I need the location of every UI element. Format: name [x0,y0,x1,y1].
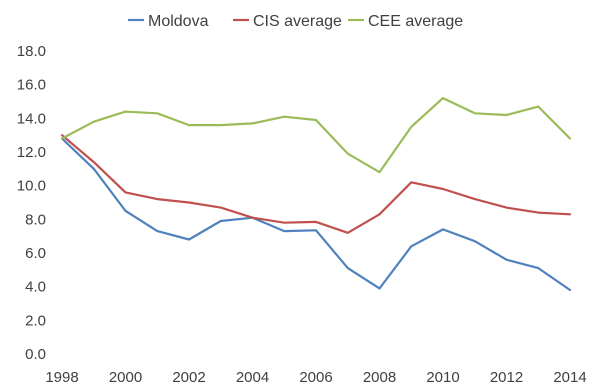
y-tick-label: 14.0 [17,110,46,127]
x-tick-label: 2012 [490,369,523,385]
legend: Moldova CIS average CEE average [128,13,463,30]
x-tick-label: 2010 [426,369,459,385]
x-tick-label: 1998 [45,369,78,385]
y-tick-label: 0.0 [25,346,46,363]
y-tick-label: 18.0 [17,43,46,60]
y-tick-label: 2.0 [25,312,46,329]
y-tick-label: 10.0 [17,178,46,195]
x-tick-label: 2004 [236,369,269,385]
y-tick-label: 12.0 [17,144,46,161]
x-tick-label: 2006 [299,369,332,385]
y-axis-ticks: 0.0 2.0 4.0 6.0 8.0 10.0 12.0 14.0 16.0 18.0 [17,43,46,363]
legend-label: CEE average [368,13,463,30]
y-tick-label: 8.0 [25,211,46,228]
x-tick-label: 2008 [363,369,396,385]
y-tick-label: 6.0 [25,245,46,262]
legend-label: Moldova [148,13,209,30]
y-tick-label: 16.0 [17,77,46,94]
x-tick-label: 2000 [109,369,142,385]
series-line-cee-average [60,96,572,174]
x-axis-ticks: 1998 2000 2002 2004 2006 2008 2010 2012 2014 [45,369,586,385]
x-tick-label: 2002 [172,369,205,385]
series-line-moldova [60,137,572,292]
x-tick-label: 2014 [553,369,586,385]
series-line-cis-average [60,134,572,234]
y-tick-label: 4.0 [25,279,46,296]
series-lines [60,96,572,292]
legend-label: CIS average [253,13,342,30]
